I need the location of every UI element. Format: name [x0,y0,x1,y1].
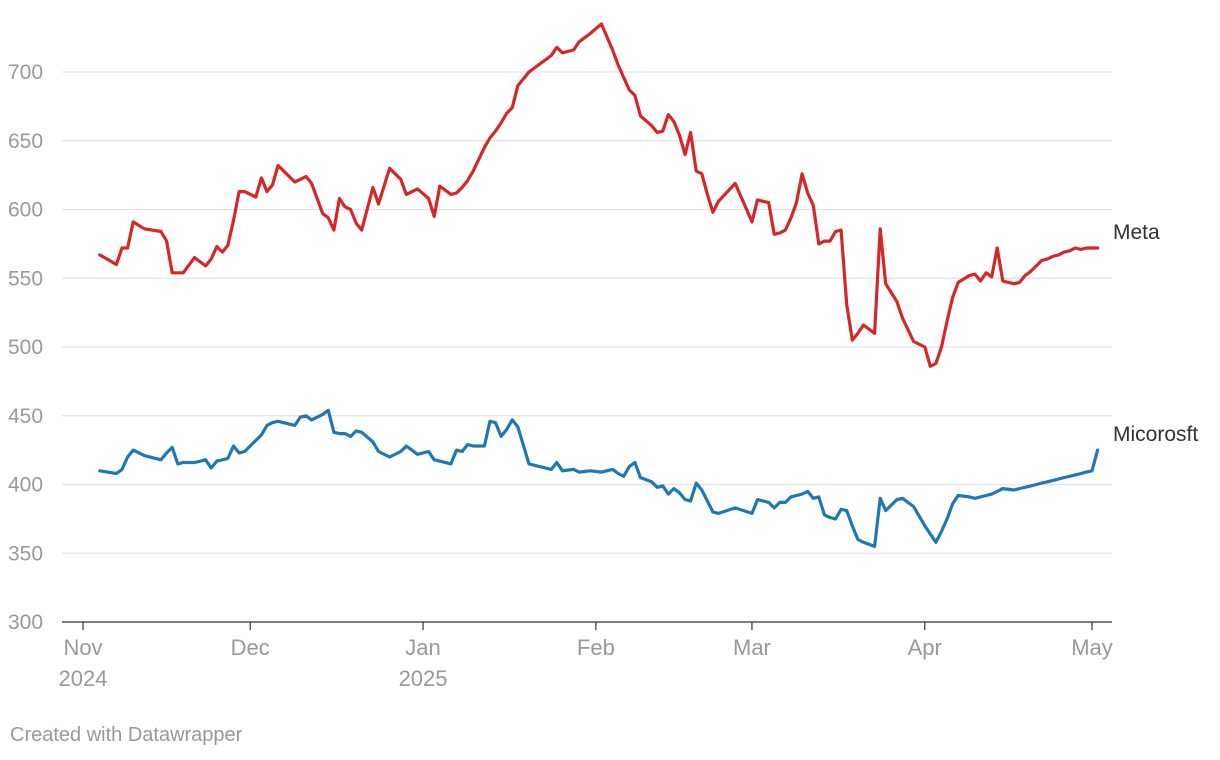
credit-text: Created with Datawrapper [10,724,243,746]
x-tick-sublabel: 2025 [399,666,448,691]
series-line-micorosft [98,408,1100,549]
x-tick-label: Nov [63,635,102,660]
series-line-meta [98,22,1100,368]
y-tick-label: 550 [8,267,43,290]
grid-layer [62,71,1112,554]
y-tick-label: 500 [8,336,43,359]
y-tick-label: 700 [8,61,43,84]
x-tick-label: Jan [405,635,440,660]
x-tick-sublabel: 2024 [59,666,108,691]
y-tick-label: 300 [8,611,43,634]
y-tick-label: 650 [8,130,43,153]
x-tick-label: Feb [577,635,615,660]
x-axis-ticks: Nov 2024 Dec Jan 2025 Feb Mar Apr May [59,622,1113,691]
x-tick-label: Dec [231,635,270,660]
y-tick-label: 600 [8,199,43,222]
y-tick-label: 350 [8,542,43,565]
series-layer [98,22,1100,549]
x-tick-label: May [1071,635,1113,660]
y-tick-label: 400 [8,474,43,497]
y-axis-ticks: 700 650 600 550 500 450 400 350 300 [8,61,43,634]
series-labels: Meta Micorosft [1113,221,1198,446]
y-tick-label: 450 [8,405,43,428]
x-tick-label: Mar [733,635,771,660]
x-tick-label: Apr [908,635,942,660]
series-label-micorosft: Micorosft [1113,423,1198,446]
series-label-meta: Meta [1113,221,1160,244]
